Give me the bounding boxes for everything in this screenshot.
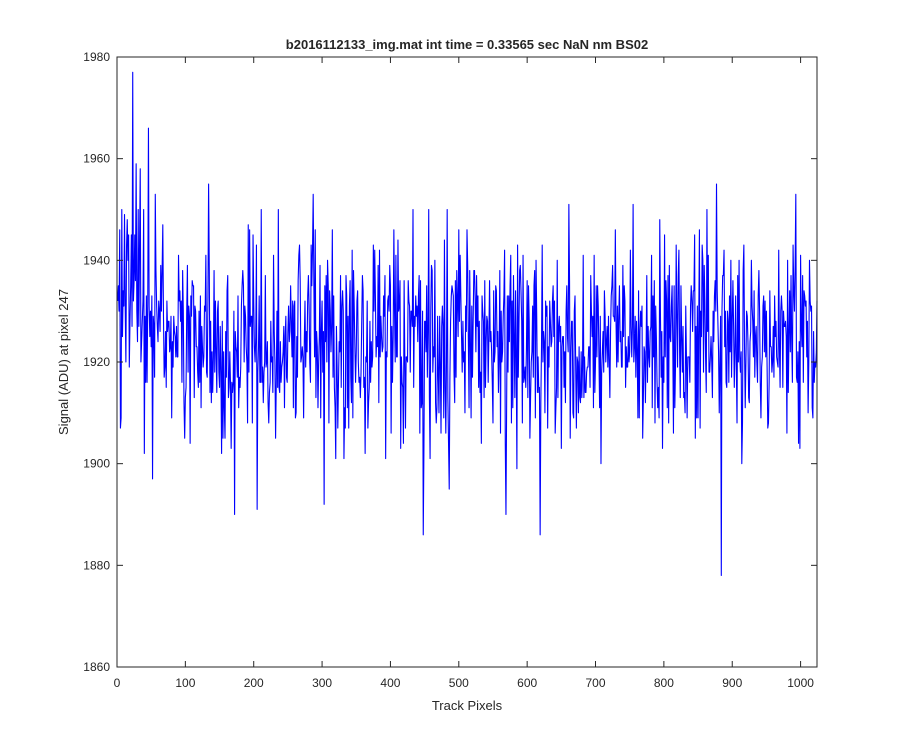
series-layer — [117, 71, 818, 577]
signal-series-line — [117, 71, 818, 577]
x-tick-label: 0 — [114, 676, 121, 690]
y-tick-label: 1960 — [83, 152, 110, 166]
y-tick-label: 1880 — [83, 558, 110, 572]
x-tick-label: 1000 — [787, 676, 814, 690]
x-tick-label: 700 — [586, 676, 606, 690]
chart-title: b2016112133_img.mat int time = 0.33565 s… — [286, 37, 648, 52]
y-tick-label: 1900 — [83, 457, 110, 471]
x-tick-label: 100 — [175, 676, 195, 690]
x-axis-label: Track Pixels — [432, 698, 503, 713]
tick-layer: 0 100 200 300 400 500 600 700 800 900 1000 1860 1880… — [83, 50, 817, 690]
y-tick-label: 1920 — [83, 355, 110, 369]
y-axis-label: Signal (ADU) at pixel 247 — [56, 289, 71, 435]
x-tick-label: 600 — [517, 676, 537, 690]
x-tick-label: 500 — [449, 676, 469, 690]
x-tick-label: 900 — [722, 676, 742, 690]
x-tick-label: 200 — [244, 676, 264, 690]
y-tick-label: 1940 — [83, 253, 110, 267]
x-tick-label: 300 — [312, 676, 332, 690]
x-tick-label: 800 — [654, 676, 674, 690]
x-tick-label: 400 — [380, 676, 400, 690]
y-tick-label: 1860 — [83, 660, 110, 674]
y-tick-label: 1980 — [83, 50, 110, 64]
